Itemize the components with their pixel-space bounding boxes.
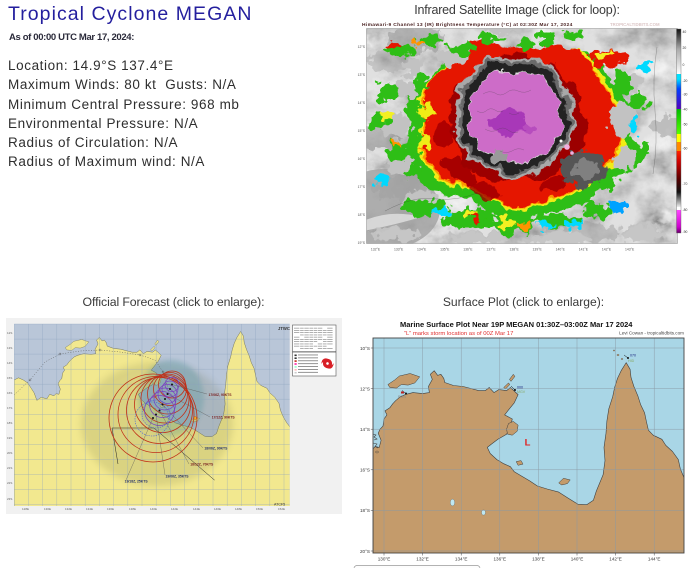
svg-text:-80: -80 [683, 208, 688, 212]
svg-text:20°S: 20°S [360, 549, 370, 554]
svg-text:130E: 130E [44, 507, 51, 511]
svg-text:-70: -70 [683, 182, 688, 186]
svg-text:14°S: 14°S [360, 427, 370, 432]
svg-text:136E: 136E [107, 507, 114, 511]
svg-text:12S: 12S [7, 331, 12, 335]
svg-text:PON: PON [398, 395, 406, 399]
svg-text:18°S: 18°S [360, 508, 370, 513]
svg-text:134°E: 134°E [455, 557, 468, 562]
svg-text:140E: 140E [150, 507, 157, 511]
svg-text:17S: 17S [7, 406, 12, 410]
svg-text:133°E: 133°E [394, 248, 404, 252]
svg-text:18/12Z, 70KTS: 18/12Z, 70KTS [190, 463, 214, 467]
svg-text:141°E: 141°E [579, 248, 589, 252]
svg-text:JTWC: JTWC [278, 326, 290, 331]
svg-text:23S: 23S [7, 497, 12, 501]
svg-text:17/12Z, 90KTS: 17/12Z, 90KTS [212, 416, 236, 420]
svg-text:L: L [525, 438, 531, 449]
svg-text:15S: 15S [7, 376, 12, 380]
svg-text:17°S: 17°S [358, 185, 366, 189]
svg-text:15°S: 15°S [358, 129, 366, 133]
svg-text:14S: 14S [7, 361, 12, 365]
svg-text:TROPICALTIDBITS.COM: TROPICALTIDBITS.COM [610, 22, 660, 27]
svg-text:-50: -50 [683, 123, 688, 127]
svg-text:139°E: 139°E [533, 248, 543, 252]
svg-text:144°E: 144°E [648, 557, 661, 562]
svg-text:Levi Cowan - tropicaltidbits.c: Levi Cowan - tropicaltidbits.com [619, 331, 684, 336]
svg-text:-40: -40 [683, 107, 688, 111]
svg-text:000: 000 [517, 386, 523, 390]
svg-text:140°E: 140°E [556, 248, 566, 252]
svg-text:140°E: 140°E [571, 557, 584, 562]
svg-text:134E: 134E [86, 507, 93, 511]
svg-text:19°S: 19°S [358, 241, 366, 245]
svg-text:18/06Z, 90KTS: 18/06Z, 90KTS [204, 447, 228, 451]
svg-text:150E: 150E [256, 507, 263, 511]
svg-text:142°E: 142°E [609, 557, 622, 562]
svg-text:16°S: 16°S [358, 157, 366, 161]
svg-text:0: 0 [683, 63, 685, 67]
svg-text:137°E: 137°E [486, 248, 496, 252]
svg-text:138E: 138E [129, 507, 136, 511]
svg-text:138°E: 138°E [509, 248, 519, 252]
svg-text:“L” marks storm location as of: “L” marks storm location as of 00Z Mar 1… [404, 331, 513, 337]
svg-text:19/06Z, 35KTS: 19/06Z, 35KTS [166, 475, 190, 479]
svg-text:HID: HID [628, 359, 635, 363]
svg-text:132°E: 132°E [371, 248, 381, 252]
svg-text:10°S: 10°S [360, 346, 370, 351]
svg-text:16S: 16S [7, 391, 12, 395]
svg-text:-60: -60 [683, 146, 688, 150]
svg-text:138°E: 138°E [532, 557, 545, 562]
svg-text:12°S: 12°S [358, 45, 366, 49]
svg-text:130°E: 130°E [378, 557, 391, 562]
svg-text:40: 40 [683, 30, 687, 34]
svg-text:128E: 128E [22, 507, 29, 511]
svg-text:136°E: 136°E [494, 557, 507, 562]
svg-text:142°E: 142°E [602, 248, 612, 252]
svg-text:135°E: 135°E [440, 248, 450, 252]
svg-text:148E: 148E [235, 507, 242, 511]
svg-text:134°E: 134°E [417, 248, 427, 252]
svg-text:20: 20 [683, 46, 687, 50]
svg-text:-30: -30 [683, 93, 688, 97]
svg-text:21S: 21S [7, 466, 12, 470]
svg-text:17/06Z, 90KTS: 17/06Z, 90KTS [209, 393, 233, 397]
svg-text:143°E: 143°E [625, 248, 635, 252]
svg-text:MGV: MGV [517, 390, 526, 394]
svg-text:136°E: 136°E [463, 248, 473, 252]
svg-text:132E: 132E [65, 507, 72, 511]
svg-text:146E: 146E [214, 507, 221, 511]
svg-text:-90: -90 [683, 230, 688, 234]
svg-text:142E: 142E [171, 507, 178, 511]
svg-text:12°S: 12°S [360, 386, 370, 391]
svg-text:144E: 144E [193, 507, 200, 511]
svg-text:18°S: 18°S [358, 213, 366, 217]
svg-text:19S: 19S [7, 436, 12, 440]
svg-text:18S: 18S [7, 421, 12, 425]
svg-text:13°S: 13°S [358, 73, 366, 77]
svg-text:16°S: 16°S [360, 468, 370, 473]
svg-text:14°S: 14°S [358, 101, 366, 105]
svg-text:ATCF5: ATCF5 [274, 503, 285, 507]
svg-text:22S: 22S [7, 481, 12, 485]
svg-text:Marine Surface Plot Near 19P M: Marine Surface Plot Near 19P MEGAN 01:30… [400, 320, 633, 329]
svg-text:Himawari-9 Channel 13 (IR) Bri: Himawari-9 Channel 13 (IR) Brightness Te… [362, 22, 573, 28]
svg-text:132°E: 132°E [416, 557, 429, 562]
svg-text:20S: 20S [7, 451, 12, 455]
svg-text:13S: 13S [7, 346, 12, 350]
svg-text:19/18Z, 25KTS: 19/18Z, 25KTS [125, 480, 149, 484]
svg-text:-20: -20 [683, 79, 688, 83]
svg-text:152E: 152E [278, 507, 285, 511]
svg-text:070: 070 [630, 354, 636, 358]
